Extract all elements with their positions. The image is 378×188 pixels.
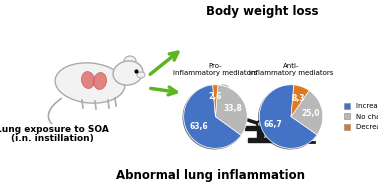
Wedge shape [291, 85, 309, 117]
Legend: Increased levels, No change, Decreased levels: Increased levels, No change, Decreased l… [342, 102, 378, 132]
Ellipse shape [113, 61, 143, 85]
Ellipse shape [93, 73, 107, 89]
Wedge shape [213, 85, 218, 117]
Text: (i.n. instillation): (i.n. instillation) [11, 133, 93, 143]
Text: Abnormal lung inflammation: Abnormal lung inflammation [116, 169, 305, 182]
Text: 33,8: 33,8 [224, 104, 243, 113]
Text: 8,3: 8,3 [291, 94, 305, 102]
Ellipse shape [257, 121, 263, 127]
Ellipse shape [217, 85, 229, 94]
Ellipse shape [302, 106, 316, 116]
Title: Anti-
inflammatory mediators: Anti- inflammatory mediators [249, 64, 333, 77]
Ellipse shape [55, 63, 125, 103]
Text: SOA: SOA [295, 117, 308, 122]
Polygon shape [257, 130, 263, 138]
Polygon shape [248, 138, 272, 142]
Wedge shape [291, 90, 323, 135]
Text: 66,7: 66,7 [264, 120, 283, 129]
Ellipse shape [81, 72, 94, 89]
Wedge shape [215, 85, 247, 135]
Wedge shape [184, 85, 241, 148]
Ellipse shape [203, 85, 217, 95]
Ellipse shape [124, 56, 136, 66]
Ellipse shape [285, 112, 319, 132]
Text: Control: Control [203, 96, 226, 101]
Polygon shape [245, 126, 275, 130]
Ellipse shape [137, 72, 145, 78]
Text: 63,6: 63,6 [189, 122, 208, 131]
Ellipse shape [286, 106, 302, 117]
Wedge shape [259, 85, 317, 148]
Ellipse shape [203, 89, 233, 107]
Text: Lung exposure to SOA: Lung exposure to SOA [0, 126, 108, 134]
Text: 25,0: 25,0 [301, 109, 320, 118]
Text: Body weight loss: Body weight loss [206, 5, 318, 18]
Title: Pro-
inflammatory mediators: Pro- inflammatory mediators [173, 64, 258, 77]
Text: 2,6: 2,6 [209, 92, 222, 101]
